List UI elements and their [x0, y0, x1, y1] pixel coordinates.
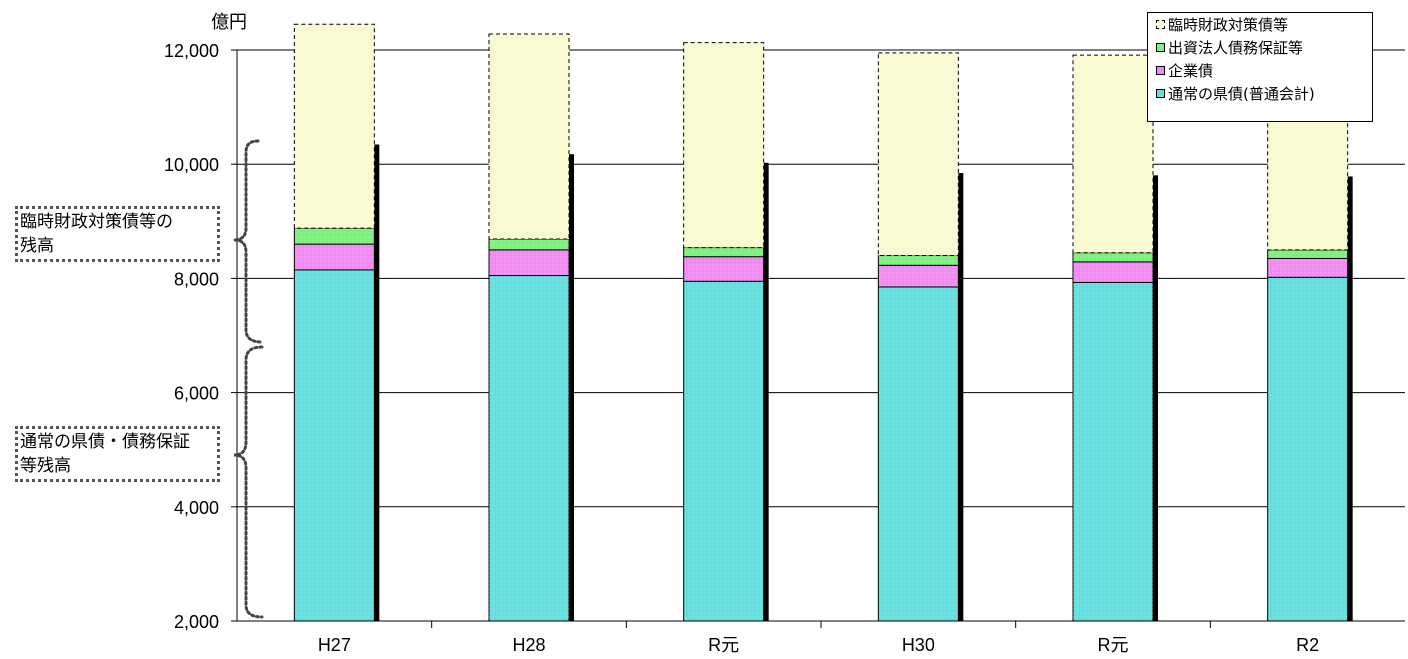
- annotation-braces: [233, 139, 264, 619]
- legend-label-temporary: 臨時財政対策債等: [1168, 16, 1289, 34]
- annotation-temporary-debt-line1: 臨時財政対策債等の: [20, 212, 173, 232]
- bars: [293, 23, 1353, 622]
- brace-normal: [233, 345, 264, 619]
- x-tick-label: H30: [902, 635, 935, 655]
- bar-segment-temporary: [877, 52, 959, 257]
- y-tick-label: 2,000: [174, 612, 219, 632]
- bar-segment-temporary: [293, 23, 375, 229]
- bar-segment-texture: [489, 275, 569, 621]
- bar-segment-texture: [294, 228, 375, 245]
- bar-segment-texture: [878, 265, 959, 287]
- annotation-normal-debt-line2: 等残高: [20, 456, 71, 476]
- annotation-normal-debt-line1: 通常の県債・債務保証: [20, 432, 190, 452]
- annotation-normal-debt: 通常の県債・債務保証 等残高: [15, 426, 220, 482]
- bar-segment-texture: [489, 249, 569, 276]
- annotation-temporary-debt: 臨時財政対策債等の 残高: [15, 206, 220, 262]
- bar-segment-texture: [1267, 277, 1348, 621]
- x-tick-label: H27: [318, 635, 351, 655]
- bar-shadow: [569, 154, 574, 621]
- x-tick-label: R2: [1296, 635, 1319, 655]
- legend-item-enterprise: 企業債: [1148, 59, 1372, 82]
- bar-segment-texture: [1267, 258, 1348, 278]
- x-tick-label: R元: [1098, 635, 1129, 655]
- y-tick-label: 6,000: [174, 384, 219, 404]
- bar-segment-texture: [878, 286, 959, 621]
- gridlines: [237, 49, 1405, 508]
- brace-temporary: [233, 139, 264, 344]
- bar-shadow: [763, 162, 769, 622]
- bar-segment-texture: [878, 255, 959, 266]
- legend-swatch-enterprise: [1156, 66, 1165, 75]
- bar-segment-texture: [1073, 261, 1153, 283]
- bar-segment-temporary: [683, 42, 765, 249]
- bar-segment-texture: [683, 281, 764, 621]
- bar-shadow: [1347, 176, 1353, 621]
- bar-segment-texture: [294, 269, 375, 621]
- bar-segment-texture: [683, 247, 764, 257]
- axes: 2,000 4,000 6,000 8,000 10,000 12,000 H27 H28 R元…: [164, 41, 1405, 655]
- annotation-temporary-debt-line2: 残高: [20, 236, 54, 256]
- y-tick-label: 4,000: [174, 498, 219, 518]
- legend-item-normal: 通常の県債(普通会計): [1148, 82, 1372, 105]
- bar-segment-texture: [1073, 282, 1153, 621]
- legend-item-temporary: 臨時財政対策債等: [1148, 13, 1372, 36]
- bar-segment-temporary: [488, 33, 570, 240]
- bar-segment-temporary: [1072, 54, 1154, 254]
- legend-swatch-temporary: [1156, 20, 1165, 29]
- bar-segment-texture: [1073, 252, 1153, 262]
- legend-label-normal: 通常の県債(普通会計): [1168, 85, 1315, 103]
- bar-segment-texture: [294, 244, 375, 270]
- legend-label-enterprise: 企業債: [1168, 62, 1214, 80]
- x-tick-label: H28: [512, 635, 545, 655]
- bar-shadow: [1153, 175, 1158, 622]
- y-unit-label: 億円: [211, 12, 247, 33]
- bar-segment-texture: [1267, 249, 1348, 259]
- y-tick-label: 12,000: [164, 41, 219, 61]
- bar-segment-texture: [683, 256, 764, 282]
- bar-segment-texture: [489, 239, 569, 250]
- legend: 臨時財政対策債等 出資法人債務保証等 企業債 通常の県債(普通会計): [1147, 12, 1373, 122]
- legend-label-guarantee: 出資法人債務保証等: [1168, 39, 1304, 57]
- bar-shadow: [958, 173, 964, 621]
- bar-shadow: [374, 144, 380, 621]
- legend-item-guarantee: 出資法人債務保証等: [1148, 36, 1372, 59]
- x-tick-label: R元: [708, 635, 739, 655]
- legend-swatch-normal: [1156, 89, 1165, 98]
- y-tick-label: 10,000: [164, 155, 219, 175]
- legend-swatch-guarantee: [1156, 43, 1165, 52]
- y-tick-label: 8,000: [174, 269, 219, 289]
